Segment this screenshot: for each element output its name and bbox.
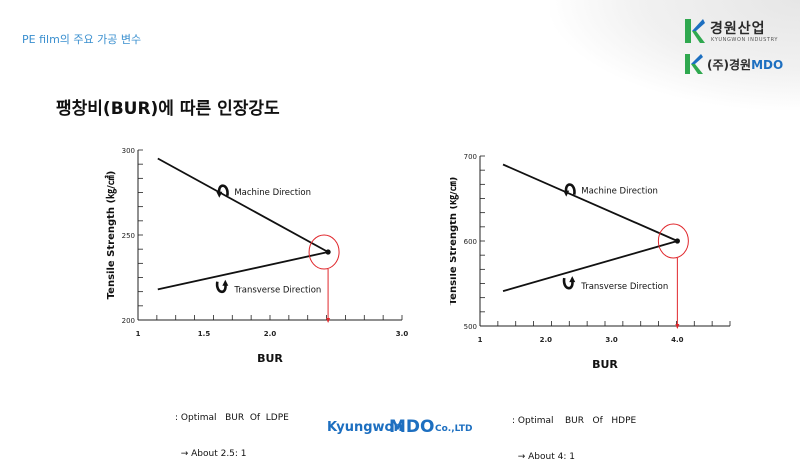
ldpe-x-tick-label: 3.0	[396, 330, 409, 338]
ldpe-curl-arrowhead-icon	[222, 279, 229, 286]
hdpe-optimum-drop-arrow	[675, 324, 680, 329]
ldpe-optimal-note: : Optimal BUR Of LDPE → About 2.5: 1	[175, 388, 289, 472]
hdpe-curl-arrowhead-icon	[569, 276, 576, 283]
ldpe-optimum-point	[325, 249, 331, 255]
footer-company-logo: Kyungwon MDO Co.,LTD	[327, 417, 472, 437]
hdpe-tensile-chart: 1 2.0 3.0 4.0 500 600 700 BUR Tensile Strength (…	[450, 153, 731, 371]
ldpe-series-label: Machine Direction	[234, 188, 311, 198]
footer-suffix: Co.,LTD	[435, 424, 472, 434]
ldpe-y-axis-label: Tensile Strength (㎏/㎠)	[104, 171, 117, 300]
hdpe-y-tick-label: 600	[464, 238, 477, 246]
hdpe-x-tick-label: 3.0	[605, 336, 618, 344]
ldpe-y-tick-label: 200	[122, 317, 135, 325]
ldpe-series-line	[157, 251, 329, 291]
hdpe-series-line	[502, 240, 678, 293]
logo2-prefix: (주)경원	[707, 58, 752, 72]
ldpe-curl-arrowhead-icon	[216, 191, 223, 198]
hdpe-series-label: Transverse Direction	[580, 282, 668, 292]
hdpe-optimal-note: : Optimal BUR Of HDPE → About 4: 1	[512, 391, 636, 475]
logo1-name: 경원산업	[710, 21, 766, 37]
ldpe-x-tick-label: 1.5	[198, 330, 211, 338]
logo2-mdo: MDO	[751, 58, 784, 72]
ldpe-series-label: Transverse Direction	[233, 286, 321, 296]
page-title: 팽창비(BUR)에 따른 인장강도	[56, 99, 280, 119]
hdpe-curl-arrow-icon	[562, 277, 574, 290]
hdpe-optimum-highlight	[657, 223, 689, 259]
hdpe-x-tick-label: 1	[478, 336, 483, 344]
hdpe-optimum-point	[674, 238, 680, 244]
ldpe-note-line1: : Optimal BUR Of LDPE	[175, 413, 289, 423]
ldpe-curl-arrow-icon	[217, 184, 229, 196]
hdpe-y-axis-label: Tensile Strength (㎏/㎠)	[450, 177, 459, 306]
kyungwon-mdo-logo: (주)경원MDO	[684, 53, 800, 77]
hdpe-y-tick-label: 700	[464, 153, 477, 161]
hdpe-x-tick-label: 2.0	[540, 336, 553, 344]
footer-kyungwon: Kyungwon	[327, 420, 403, 435]
ldpe-tensile-chart: 1 1.5 2.0 3.0 200 250 300 BUR Tensile Strength (…	[104, 147, 408, 365]
ldpe-optimum-drop-arrow	[326, 318, 331, 323]
kyungwon-industry-logo: 경원산업 KYUNGWON INDUSTRY	[684, 18, 794, 46]
header-decoration	[550, 0, 800, 110]
logo1-subtitle: KYUNGWON INDUSTRY	[711, 37, 778, 43]
hdpe-series-line	[502, 163, 678, 242]
logo2-name: (주)경원MDO	[707, 56, 783, 73]
kyungwon-k-logo-icon	[685, 19, 705, 43]
ldpe-y-tick-label: 300	[122, 147, 135, 155]
hdpe-series-label: Machine Direction	[581, 187, 658, 197]
ldpe-x-tick-label: 1	[136, 330, 141, 338]
hdpe-x-tick-label: 4.0	[671, 336, 684, 344]
hdpe-curl-arrowhead-icon	[563, 190, 570, 197]
ldpe-optimum-highlight	[308, 234, 340, 270]
hdpe-x-axis-label: BUR	[592, 358, 618, 371]
ldpe-x-tick-label: 2.0	[264, 330, 277, 338]
ldpe-y-tick-label: 250	[122, 232, 135, 240]
footer-mdo: MDO	[389, 417, 434, 437]
kyungwon-k-small-logo-icon	[685, 54, 703, 74]
breadcrumb: PE film의 주요 가공 변수	[22, 33, 142, 46]
hdpe-y-tick-label: 500	[464, 323, 477, 331]
hdpe-note-line2: → About 4: 1	[512, 452, 575, 462]
ldpe-curl-arrow-icon	[215, 281, 227, 293]
hdpe-note-line1: : Optimal BUR Of HDPE	[512, 416, 637, 426]
hdpe-curl-arrow-icon	[564, 183, 576, 195]
ldpe-x-axis-label: BUR	[257, 352, 283, 365]
ldpe-axes: 1 1.5 2.0 3.0 200 250 300 BUR Tensile Strength (…	[104, 147, 408, 365]
ldpe-series-line	[157, 157, 329, 253]
hdpe-axes: 1 2.0 3.0 4.0 500 600 700 BUR Tensile Strength (…	[450, 153, 731, 371]
